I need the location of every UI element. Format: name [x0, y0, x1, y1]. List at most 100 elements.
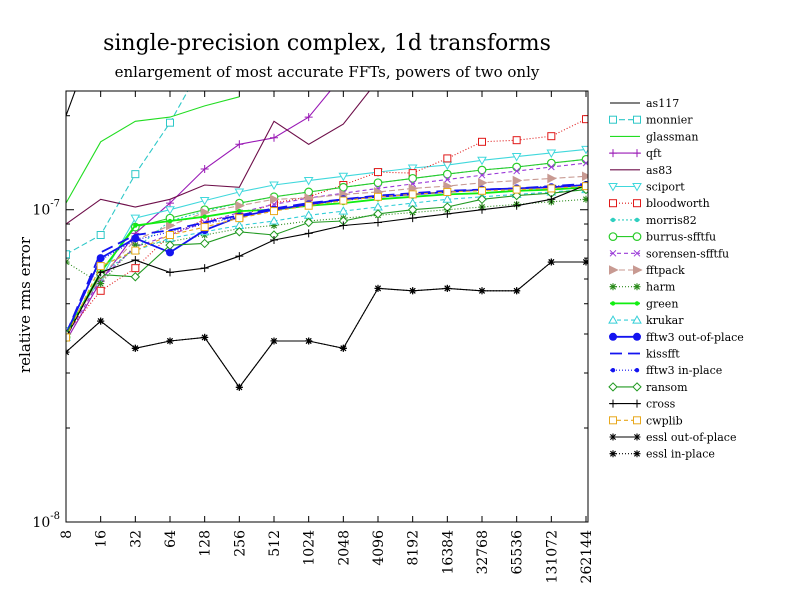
legend-item: sorensen-sfftfu [609, 247, 729, 260]
point [632, 315, 642, 324]
point [304, 193, 315, 203]
legend-label: cross [646, 398, 676, 411]
legend-item: fftw3 out-of-place [609, 331, 744, 344]
point [166, 337, 174, 345]
point [130, 272, 141, 282]
point [513, 287, 521, 295]
point [303, 177, 314, 186]
point [478, 205, 486, 214]
point [66, 250, 70, 259]
legend-item: sciport [608, 181, 685, 194]
point [165, 206, 175, 215]
point [338, 206, 349, 215]
legend-item: harm [609, 281, 676, 294]
series-line [66, 175, 587, 335]
point [96, 230, 105, 239]
point [166, 268, 174, 277]
point [634, 368, 640, 373]
point [408, 173, 418, 183]
point [609, 199, 617, 208]
point [166, 248, 174, 257]
legend-item: essl in-place [609, 448, 715, 461]
point [200, 223, 209, 232]
point [131, 170, 140, 179]
point [408, 190, 417, 199]
legend-item: krukar [608, 314, 684, 327]
series-line [66, 148, 587, 331]
point [632, 382, 642, 392]
x-tick-label: 128 [198, 530, 214, 557]
point [609, 416, 617, 425]
point [634, 301, 640, 306]
point [98, 257, 103, 263]
point [234, 188, 245, 197]
point [633, 249, 641, 257]
point [478, 186, 486, 195]
point [339, 221, 348, 230]
series-line [66, 185, 587, 338]
point [304, 229, 313, 238]
point [166, 220, 176, 231]
x-tick-label: 131072 [544, 530, 560, 583]
legend-item: kissfft [610, 348, 680, 361]
legend-item: glassman [610, 130, 698, 143]
point [547, 195, 556, 204]
point [443, 284, 451, 292]
series-line [66, 186, 587, 335]
point [633, 399, 641, 408]
point [512, 136, 521, 145]
point [270, 222, 278, 230]
point [582, 258, 588, 266]
x-tick-label: 16 [94, 530, 110, 548]
point [374, 218, 382, 227]
point [512, 201, 521, 210]
point [131, 344, 139, 352]
point [609, 249, 617, 257]
point [633, 115, 641, 124]
point [632, 232, 642, 242]
point [235, 252, 244, 261]
point [582, 195, 588, 203]
legend-item: morris82 [610, 214, 697, 227]
point [167, 218, 173, 224]
legend-item: cwplib [609, 414, 683, 427]
point [546, 158, 556, 168]
point [237, 208, 242, 214]
legend-label: morris82 [646, 214, 697, 227]
legend-label: as83 [646, 164, 672, 177]
legend-item: as117 [610, 97, 679, 110]
point [442, 169, 452, 179]
point [478, 171, 486, 179]
point [633, 450, 641, 458]
series-line [66, 118, 587, 335]
legend-item: as83 [610, 164, 672, 177]
legend-label: fftpack [646, 264, 685, 277]
point [235, 214, 244, 223]
point [477, 156, 487, 166]
point [199, 197, 210, 206]
x-tick-label: 512 [267, 530, 283, 557]
x-tick-label: 8192 [406, 530, 422, 566]
series-line [66, 198, 587, 285]
point [632, 183, 642, 192]
legend-label: fftw3 in-place [646, 364, 722, 377]
legend-label: essl out-of-place [646, 431, 736, 444]
legend-label: fftw3 out-of-place [646, 331, 744, 344]
point [609, 283, 617, 291]
point [97, 280, 105, 288]
series-line [66, 158, 587, 338]
x-tick-label: 32768 [475, 530, 491, 575]
point [511, 153, 522, 162]
point [442, 194, 453, 203]
legend-label: krukar [646, 314, 684, 327]
point [166, 199, 174, 208]
point [166, 230, 174, 239]
x-tick-label: 8 [59, 530, 75, 539]
series-kissfft [66, 183, 587, 335]
point [270, 133, 278, 142]
point [374, 168, 382, 177]
series-line [66, 183, 587, 335]
point [202, 214, 207, 219]
legend-label: monnier [646, 114, 693, 127]
point [512, 175, 523, 186]
